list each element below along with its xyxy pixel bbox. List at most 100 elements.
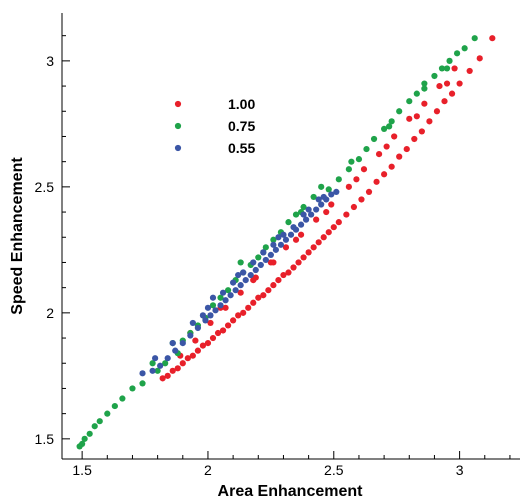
data-point <box>275 234 282 241</box>
data-point <box>348 158 355 165</box>
y-ticks: 1.5 2 2.5 3 <box>35 35 70 447</box>
legend-label: 1.00 <box>228 96 255 112</box>
data-point <box>194 324 201 332</box>
data-point <box>219 289 227 296</box>
data-point <box>313 216 320 223</box>
data-point <box>300 254 307 261</box>
data-point <box>179 339 186 347</box>
y-tick-label: 2 <box>46 305 54 321</box>
data-point <box>413 90 420 97</box>
data-point <box>260 292 267 299</box>
data-point <box>184 355 191 362</box>
data-point <box>179 360 186 367</box>
data-point <box>204 304 212 311</box>
data-point <box>302 216 310 223</box>
legend: 1.00 0.75 0.55 <box>174 96 255 156</box>
data-point <box>443 65 451 72</box>
data-point <box>232 287 239 294</box>
data-point <box>406 98 413 105</box>
data-point <box>426 118 433 125</box>
data-point <box>383 143 390 150</box>
data-points <box>76 35 496 450</box>
data-point <box>250 299 257 306</box>
data-point <box>320 193 327 201</box>
data-point <box>436 82 443 90</box>
data-point <box>373 178 380 185</box>
data-point <box>323 208 330 216</box>
data-point <box>139 370 146 377</box>
y-axis-title: Speed Enhancement <box>9 157 26 315</box>
data-point <box>252 266 259 274</box>
data-point <box>222 297 229 304</box>
legend-marker <box>174 122 182 130</box>
data-point <box>237 282 244 289</box>
data-point <box>270 259 277 266</box>
y-tick-label: 1.5 <box>35 431 55 447</box>
data-point <box>476 55 483 62</box>
data-point <box>381 125 388 133</box>
data-point <box>237 259 244 266</box>
data-point <box>453 50 461 57</box>
data-point <box>282 236 290 243</box>
data-point <box>224 287 232 294</box>
data-point <box>214 329 222 337</box>
data-point <box>219 327 227 334</box>
data-point <box>282 244 290 251</box>
data-point <box>250 259 257 266</box>
data-point <box>230 317 237 324</box>
data-point <box>164 355 171 362</box>
data-point <box>353 176 360 183</box>
data-point <box>438 65 446 72</box>
y-tick-label: 2.5 <box>35 179 55 195</box>
data-point <box>310 193 317 201</box>
data-point <box>262 244 269 251</box>
data-point <box>245 304 252 311</box>
data-point <box>207 312 214 319</box>
data-point <box>328 191 335 198</box>
data-point <box>315 196 322 203</box>
data-point <box>265 287 272 294</box>
data-point <box>154 367 161 374</box>
data-point <box>96 418 103 425</box>
data-point <box>350 203 358 211</box>
data-point <box>235 312 242 319</box>
data-point <box>237 289 244 296</box>
data-point <box>308 211 315 218</box>
data-point <box>240 269 247 276</box>
data-point <box>119 395 126 402</box>
data-point <box>290 264 297 271</box>
data-point <box>313 206 320 213</box>
data-point <box>235 271 242 279</box>
data-point <box>285 269 292 276</box>
series-1-00 <box>159 35 496 382</box>
data-point <box>242 276 249 284</box>
data-point <box>335 176 342 183</box>
data-point <box>257 261 264 269</box>
data-point <box>277 241 285 248</box>
data-point <box>164 372 171 379</box>
data-point <box>149 367 156 374</box>
data-point <box>466 67 473 75</box>
data-point <box>292 211 300 218</box>
data-point <box>396 108 403 115</box>
data-point <box>292 236 300 243</box>
data-point <box>330 224 337 231</box>
series-0-75 <box>76 35 478 450</box>
data-point <box>431 72 438 80</box>
data-point <box>388 118 395 125</box>
data-point <box>152 355 159 362</box>
data-point <box>365 188 373 196</box>
data-point <box>406 115 413 122</box>
data-point <box>267 251 274 258</box>
data-point <box>305 249 312 256</box>
data-point <box>86 430 93 437</box>
data-point <box>250 276 257 284</box>
data-point <box>111 402 118 410</box>
data-point <box>345 166 352 173</box>
data-point <box>471 35 478 42</box>
series-0-55 <box>139 188 340 377</box>
data-point <box>199 342 207 349</box>
data-point <box>297 231 305 238</box>
data-point <box>456 80 463 87</box>
